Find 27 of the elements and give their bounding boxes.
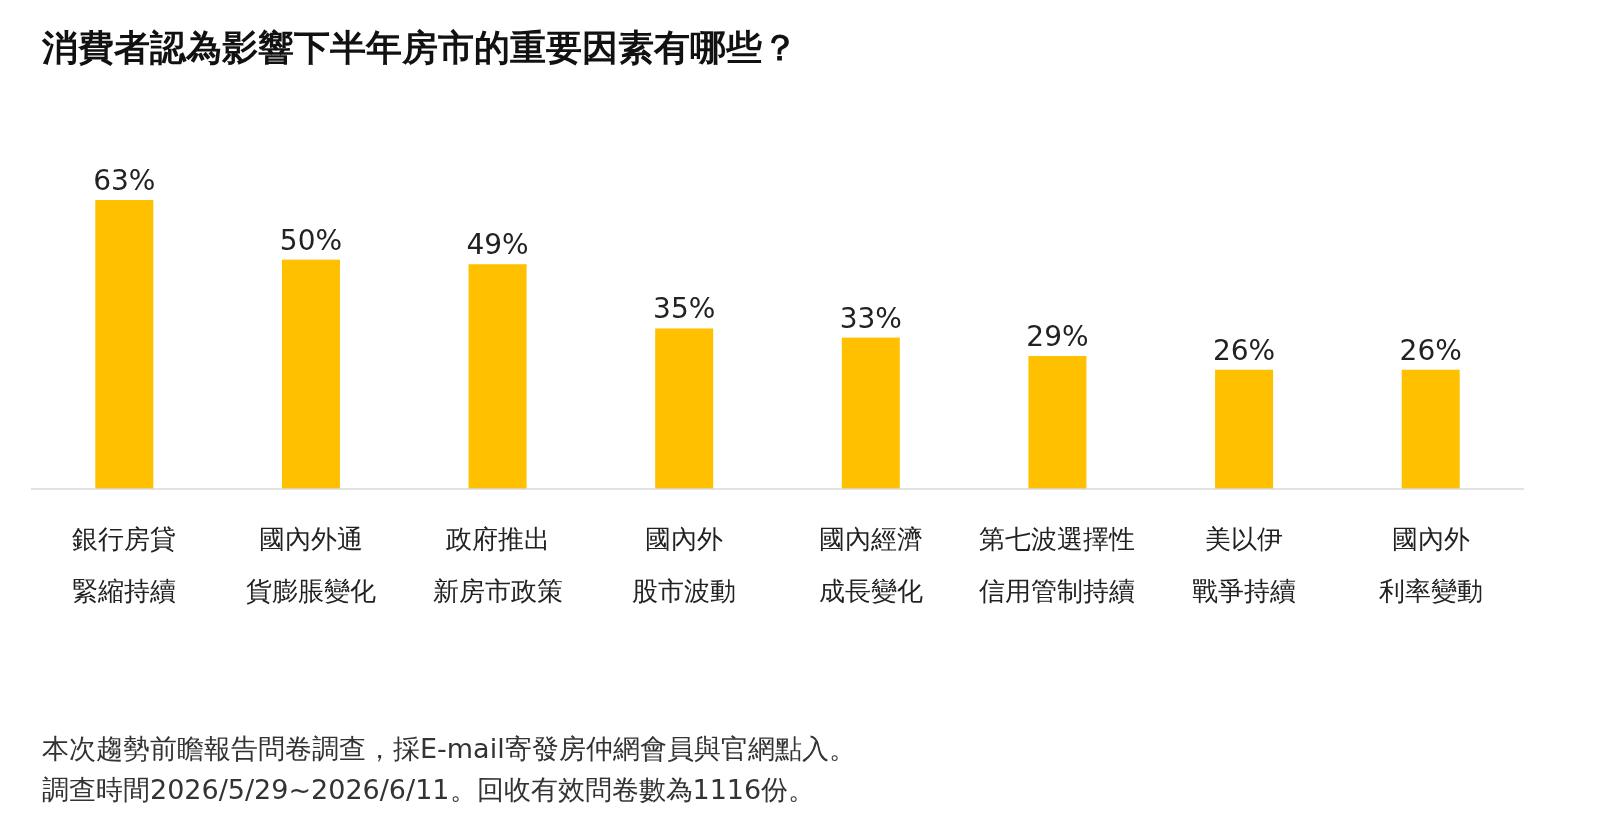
bar (281, 259, 340, 489)
data-label: 26% (1399, 333, 1462, 367)
bar (1401, 369, 1460, 489)
x-tick-label: 美以伊戰爭持續 (1192, 524, 1297, 606)
x-tick-label: 政府推出新房市政策 (432, 524, 563, 606)
text: 本次趨勢前瞻報告問卷調查，採E-mail寄發房仲網會員與官網點入。 (42, 733, 856, 764)
x-tick-label: 國內外股市波動 (632, 524, 737, 606)
data-label: 49% (466, 228, 529, 262)
data-label: 50% (279, 223, 343, 257)
x-tick-label: 國內外通貨膨脹變化 (245, 524, 376, 606)
bar (1028, 355, 1087, 489)
bar (468, 264, 527, 489)
data-label: 33% (839, 301, 902, 335)
x-tick-label: 國內外利率變動 (1378, 524, 1483, 606)
bar (655, 328, 714, 489)
x-tick-label: 國內經濟成長變化 (818, 524, 923, 606)
bar (95, 200, 154, 489)
x-tick-label: 銀行房貸緊縮持續 (72, 524, 177, 606)
x-tick-label: 第七波選擇性信用管制持續 (979, 524, 1136, 606)
bar (841, 337, 900, 489)
text: 調查時間2026/5/29~2026/6/11。回收有效問卷數為1116份。 (42, 774, 816, 805)
data-label: 35% (653, 292, 716, 326)
data-label: 63% (93, 164, 156, 197)
data-label: 26% (1212, 333, 1276, 367)
bar (1215, 369, 1274, 489)
chart-title: 消費者認為影響下半年房市的重要因素有哪些？ (41, 27, 798, 68)
data-label: 29% (1026, 319, 1089, 353)
